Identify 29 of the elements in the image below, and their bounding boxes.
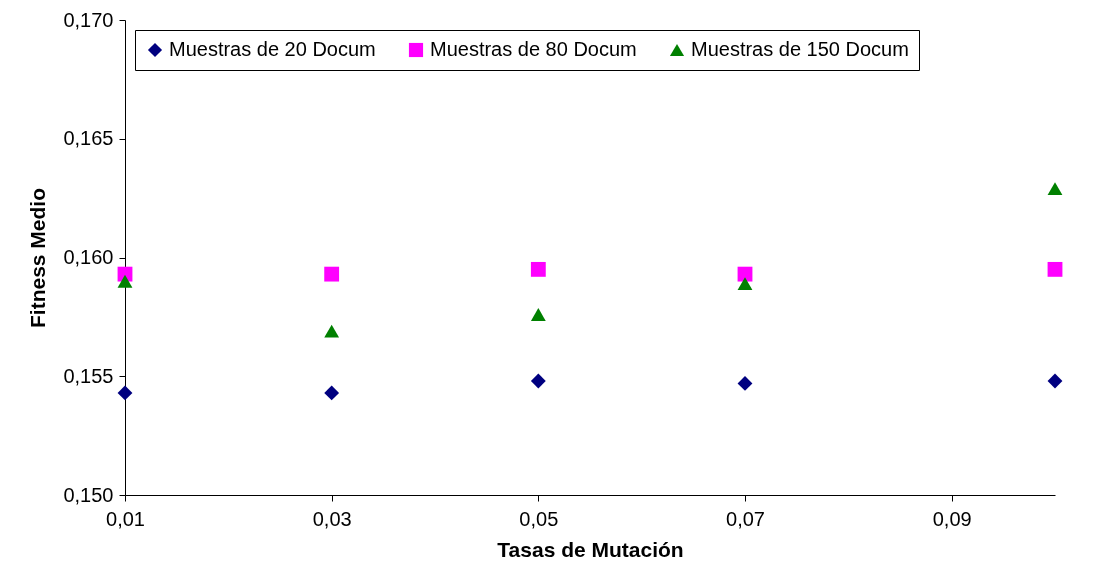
- point: [737, 277, 753, 291]
- x-tick-label: 0,05: [519, 507, 559, 530]
- x-tick-label: 0,01: [106, 507, 145, 530]
- point: [117, 385, 133, 401]
- point: [117, 274, 133, 288]
- point: [1047, 261, 1063, 277]
- y-tick-label: 0,155: [63, 364, 114, 387]
- point: [530, 308, 546, 321]
- point: [530, 261, 546, 277]
- point: [324, 324, 340, 338]
- y-tick-label: 0,170: [63, 8, 114, 31]
- legend-label: Muestras de 20 Docum: [169, 38, 376, 60]
- legend-label: Muestras de 150 Docum: [691, 38, 909, 60]
- point: [737, 266, 753, 282]
- x-axis-title: Tasas de Mutación: [497, 537, 684, 561]
- y-tick-label: 0,160: [63, 246, 114, 268]
- point: [737, 375, 753, 391]
- y-tick-label: 0,165: [63, 127, 114, 150]
- y-axis-title: Fitness Medio: [26, 187, 50, 329]
- point: [324, 385, 340, 401]
- y-tick-label: 0,150: [63, 483, 114, 506]
- point: [1047, 182, 1063, 196]
- x-tick-label: 0,09: [932, 507, 972, 530]
- x-tick-label: 0,07: [726, 507, 765, 530]
- point: [324, 266, 340, 282]
- point: [530, 373, 546, 389]
- legend-label: Muestras de 80 Docum: [430, 38, 637, 60]
- point: [1047, 373, 1063, 389]
- x-tick-label: 0,03: [312, 507, 352, 530]
